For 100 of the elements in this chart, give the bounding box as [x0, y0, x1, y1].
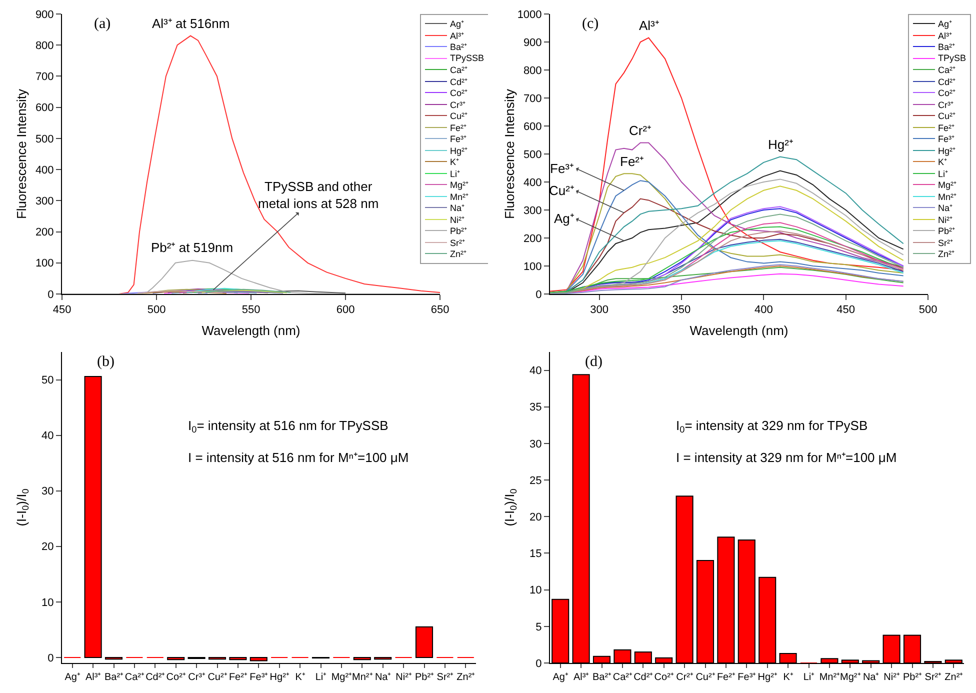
x-tick-label: 450 [836, 304, 856, 316]
legend-label: Hg²⁺ [938, 144, 956, 157]
legend-label: K⁺ [450, 156, 460, 168]
annotation: Al³⁺ [639, 18, 659, 33]
x-axis-title: Wavelength (nm) [202, 323, 300, 338]
y-tick-label: 600 [35, 102, 54, 114]
x-tick-label: 300 [590, 304, 608, 316]
y-tick-label: 5 [536, 621, 542, 634]
y-tick-label: 0 [48, 288, 54, 301]
x-tick-label: Hg²⁺ [270, 672, 290, 683]
legend-label: Ca²⁺ [450, 64, 468, 76]
x-tick-label: Pb²⁺ [414, 672, 435, 683]
annotation: Fe³⁺ [550, 161, 574, 176]
y-tick-label: 600 [523, 120, 542, 133]
x-tick-label: Ca²⁺ [124, 672, 145, 683]
legend-label: Cr³⁺ [450, 98, 466, 111]
legend-label: Hg²⁺ [450, 144, 468, 157]
legend-label: Mg²⁺ [450, 179, 468, 192]
annotation: Al³⁺ at 516nm [152, 16, 230, 31]
x-tick-label: Fe²⁺ [228, 672, 248, 683]
x-tick-label: Cr²⁺ [676, 672, 694, 683]
y-tick-label: 500 [523, 148, 542, 161]
legend-label: Ba²⁺ [938, 41, 956, 54]
legend-label: Fe²⁺ [938, 122, 954, 134]
legend-label: Ni²⁺ [450, 214, 464, 226]
annotation: Cr²⁺ [629, 123, 652, 138]
x-tick-label: Ag⁺ [552, 672, 569, 683]
x-tick-label: Na⁺ [374, 672, 392, 683]
x-tick-label: 350 [672, 304, 691, 316]
x-tick-label: Pb²⁺ [902, 672, 923, 683]
y-tick-label: 30 [530, 438, 542, 450]
y-tick-label: 900 [35, 8, 54, 21]
y-tick-label: 900 [523, 36, 542, 49]
legend-label: Na⁺ [938, 202, 953, 214]
y-tick-label: 200 [523, 232, 542, 245]
y-tick-label: 0 [536, 288, 542, 301]
annotation: Fe²⁺ [620, 154, 644, 169]
y-tick-label: 0 [48, 652, 54, 664]
annotation: (a) [94, 16, 111, 32]
x-tick-label: Mn²⁺ [819, 672, 841, 683]
y-tick-label: 400 [523, 176, 542, 189]
y-tick-label: 20 [42, 541, 54, 554]
x-tick-label: 550 [242, 304, 260, 316]
legend-label: TPySB [938, 53, 966, 64]
annotation: (b) [97, 354, 114, 370]
annotation: TPySSB and other metal ions at 528 nm [258, 179, 379, 211]
legend-label: Zn²⁺ [450, 248, 466, 260]
x-tick-label: Fe³⁺ [738, 672, 757, 683]
legend-label: Cr³⁺ [938, 98, 954, 111]
x-tick-label: K⁺ [783, 672, 794, 683]
y-tick-label: 300 [35, 196, 54, 208]
legend-label: Fe²⁺ [450, 122, 466, 134]
x-tick-label: Fe³⁺ [250, 672, 269, 683]
legend-label: Co²⁺ [938, 87, 956, 100]
y-tick-label: 40 [42, 430, 54, 442]
x-tick-label: Mg²⁺ [331, 672, 353, 683]
x-tick-label: 500 [147, 304, 166, 316]
annotation: I$_{0}$= intensity at 516 nm for TPySSB [188, 418, 388, 435]
y-tick-label: 40 [530, 365, 542, 378]
x-tick-label: Sr²⁺ [436, 672, 454, 683]
legend-label: K⁺ [938, 156, 948, 168]
x-tick-label: Ni²⁺ [396, 672, 412, 683]
x-tick-label: Al³⁺ [85, 672, 102, 683]
y-tick-label: 15 [530, 548, 542, 560]
x-tick-label: Cu²⁺ [208, 672, 228, 683]
y-tick-label: 300 [523, 204, 542, 217]
legend-label: Ag⁺ [450, 18, 464, 30]
x-tick-label: 600 [336, 304, 355, 316]
legend-label: Cu²⁺ [450, 110, 468, 122]
y-axis-title: Fluorescence Intensity [502, 88, 517, 220]
y-tick-label: 800 [35, 40, 54, 52]
y-tick-label: 10 [42, 596, 54, 609]
y-tick-label: 100 [523, 260, 542, 273]
annotation: I = intensity at 329 nm for Mⁿ⁺=100 μM [676, 450, 897, 465]
x-tick-label: Ni²⁺ [884, 672, 900, 683]
x-tick-label: Li⁺ [315, 672, 328, 683]
legend-label: Ba²⁺ [450, 41, 468, 54]
legend-label: Pb²⁺ [938, 225, 956, 238]
legend-label: Mg²⁺ [938, 179, 956, 192]
x-tick-label: Cr³⁺ [188, 672, 206, 683]
annotation: (c) [582, 16, 599, 32]
y-tick-label: 20 [530, 512, 542, 524]
legend-label: Cd²⁺ [938, 76, 956, 88]
legend-label: Pb²⁺ [450, 225, 468, 238]
legend-label: Co²⁺ [450, 87, 468, 100]
annotation: Ag⁺ [554, 211, 574, 226]
legend-label: Mn²⁺ [938, 190, 956, 203]
x-tick-label: Cd²⁺ [146, 672, 166, 683]
y-tick-label: 200 [35, 226, 54, 239]
x-axis-title: Wavelength (nm) [690, 323, 788, 338]
x-tick-label: Zn²⁺ [456, 672, 476, 683]
annotation: (d) [585, 354, 602, 370]
x-tick-label: Cu²⁺ [696, 672, 716, 683]
legend-label: Na⁺ [450, 202, 465, 214]
x-tick-label: Hg²⁺ [758, 672, 778, 683]
x-tick-label: 500 [918, 304, 938, 316]
x-tick-label: 400 [754, 304, 773, 316]
x-tick-label: Zn²⁺ [944, 672, 964, 683]
x-tick-label: Mn²⁺ [352, 672, 374, 683]
x-tick-label: Na⁺ [862, 672, 880, 683]
